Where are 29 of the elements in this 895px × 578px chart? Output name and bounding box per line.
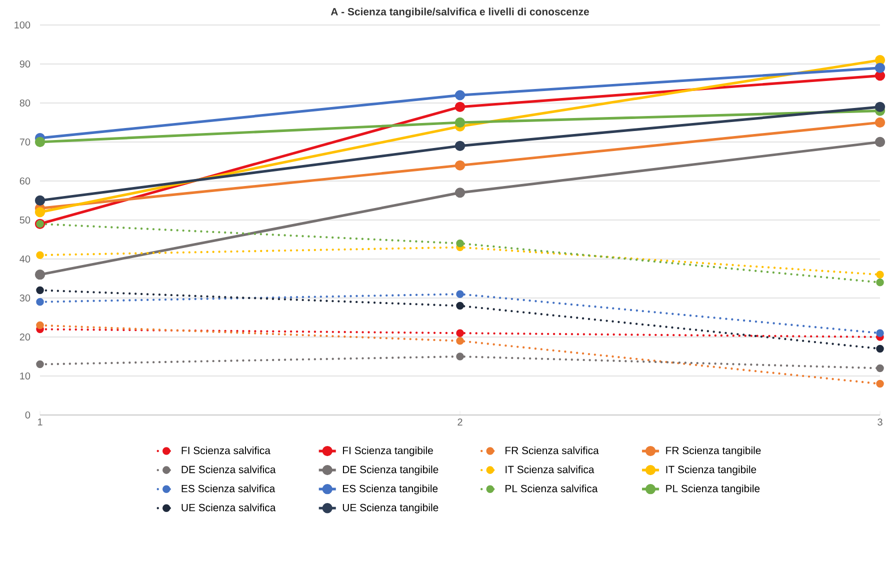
y-tick-label: 40 <box>20 255 30 263</box>
x-tick-label: 2 <box>458 418 462 426</box>
legend-label: FI Scienza salvifica <box>182 446 270 454</box>
legend-label: DE Scienza salvifica <box>182 466 276 474</box>
y-tick-label: 20 <box>20 333 30 341</box>
y-tick-label: 80 <box>20 99 30 107</box>
y-tick-label: 60 <box>20 177 30 185</box>
y-tick-label: 90 <box>20 60 30 68</box>
legend-label: IT Scienza salvifica <box>506 466 594 474</box>
legend-label: FI Scienza tangibile <box>343 446 433 456</box>
legend-label: IT Scienza tangibile <box>666 466 756 476</box>
legend-label: FR Scienza tangibile <box>666 446 761 456</box>
y-tick-label: 100 <box>14 21 30 29</box>
y-tick-label: 70 <box>20 138 30 146</box>
legend-label: ES Scienza tangibile <box>343 484 438 494</box>
chart-title: A - Scienza tangibile/salvifica e livelli di conoscenze <box>330 8 589 18</box>
y-tick-label: 30 <box>20 294 30 302</box>
legend-label: DE Scienza tangibile <box>343 466 438 476</box>
y-tick-label: 0 <box>25 411 30 419</box>
legend-label: FR Scienza salvifica <box>506 446 599 454</box>
legend-label: ES Scienza salvifica <box>182 484 276 492</box>
y-tick-label: 10 <box>20 372 30 380</box>
legend-label: UE Scienza tangibile <box>342 504 438 514</box>
x-tick-label: 1 <box>38 418 42 426</box>
legend-label: PL Scienza tangibile <box>666 484 760 494</box>
y-tick-label: 50 <box>20 216 30 224</box>
x-tick-label: 3 <box>878 418 882 426</box>
legend-label: UE Scienza salvifica <box>182 504 276 512</box>
legend-label: PL Scienza salvifica <box>506 484 598 492</box>
